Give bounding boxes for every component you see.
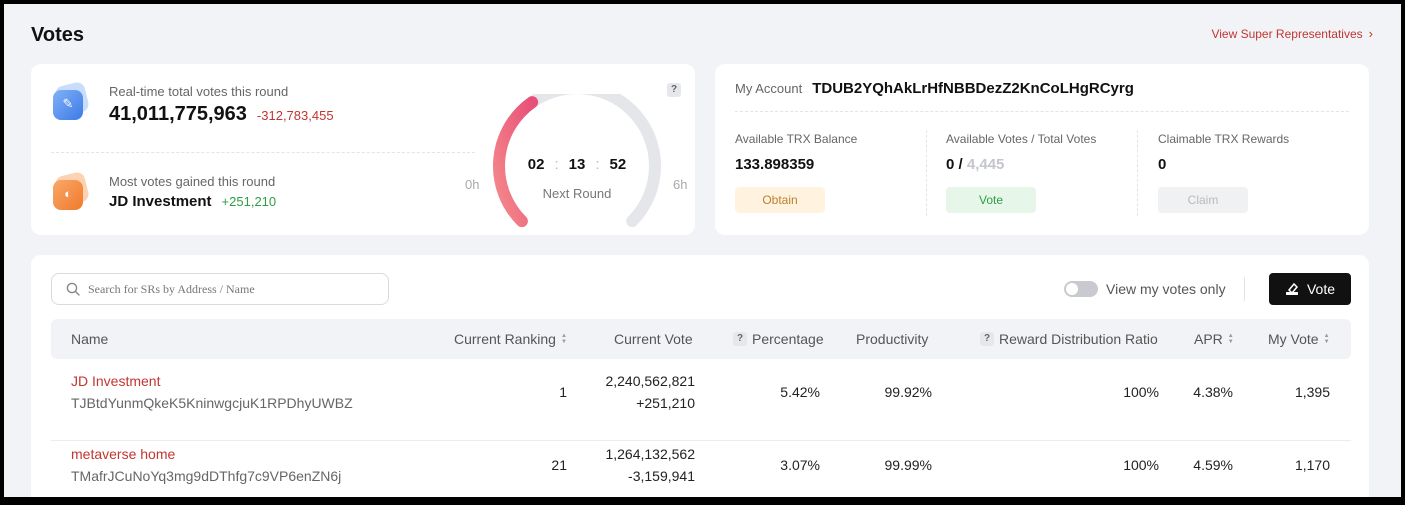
my-votes-toggle[interactable]: View my votes only xyxy=(1064,281,1226,297)
votes-total: 4,445 xyxy=(966,156,1005,173)
gauge-arc xyxy=(493,94,661,228)
countdown-timer: 02 : 13 : 52 xyxy=(527,156,627,173)
table-row: metaverse home TMafrJCuNoYq3mg9dDThfg7c9… xyxy=(51,442,1351,497)
col-apr[interactable]: APR ▲ ▼ xyxy=(1194,331,1234,347)
account-card: My Account TDUB2YQhAkLrHfNBBDezZ2KnCoLHg… xyxy=(715,64,1369,235)
sort-icon: ▲ ▼ xyxy=(1227,333,1234,345)
sr-address: TMafrJCuNoYq3mg9dDThfg7c9VP6enZN6j xyxy=(71,468,342,484)
account-address: TDUB2YQhAkLrHfNBBDezZ2KnCoLHgRCyrg xyxy=(812,80,1134,97)
my-vote-cell: 1,170 xyxy=(1294,457,1330,473)
col-ranking-label: Current Ranking xyxy=(454,331,556,347)
col-apr-label: APR xyxy=(1194,331,1223,347)
col-name: Name xyxy=(71,331,109,347)
col-ratio-label: Reward Distribution Ratio xyxy=(999,331,1158,347)
divider xyxy=(1244,277,1245,301)
claim-button[interactable]: Claim xyxy=(1158,187,1248,213)
apr-cell: 4.59% xyxy=(1193,457,1233,473)
timer-minutes: 13 xyxy=(568,156,586,173)
current-vote-cell: 1,264,132,562 xyxy=(605,446,695,462)
most-votes-sr-name[interactable]: JD Investment xyxy=(109,193,212,210)
chevron-right-icon: › xyxy=(1368,26,1373,41)
total-votes-value: 41,011,775,963 xyxy=(109,103,247,125)
next-round-label: Next Round xyxy=(542,186,612,201)
search-icon xyxy=(66,282,80,296)
gauge-max-label: 6h xyxy=(673,177,688,192)
sr-name-link[interactable]: JD Investment xyxy=(71,373,161,389)
timer-hours: 02 xyxy=(527,156,545,173)
rewards-value: 0 xyxy=(1158,156,1167,173)
col-percentage-label: Percentage xyxy=(752,331,824,347)
sort-icon: ▲ ▼ xyxy=(1323,333,1330,345)
divider xyxy=(51,152,475,153)
col-ranking[interactable]: Current Ranking ▲ ▼ xyxy=(454,331,567,347)
ballot-icon: ✎ xyxy=(51,80,91,122)
sr-table-card: View my votes only Vote Name Current Ran… xyxy=(31,255,1369,497)
help-icon[interactable]: ? xyxy=(733,332,747,346)
percentage-cell: 3.07% xyxy=(780,457,820,473)
percentage-cell: 5.42% xyxy=(780,384,820,400)
timer-seconds: 52 xyxy=(609,156,627,173)
productivity-cell: 99.99% xyxy=(884,457,932,473)
round-stats-card: ✎ Real-time total votes this round 41,01… xyxy=(31,64,695,235)
round-countdown-gauge: 0h 6h 02 : 13 : 52 Next Round xyxy=(465,94,697,234)
obtain-button[interactable]: Obtain xyxy=(735,187,825,213)
divider xyxy=(1137,130,1138,216)
vote-button[interactable]: Vote xyxy=(946,187,1036,213)
my-account-label: My Account xyxy=(735,81,803,96)
my-vote-cell: 1,395 xyxy=(1294,384,1330,400)
divider xyxy=(735,111,1349,112)
col-percentage: ? Percentage xyxy=(733,331,824,347)
votes-available: 0 / xyxy=(946,156,963,173)
search-box[interactable] xyxy=(51,273,389,305)
ranking-cell: 21 xyxy=(551,457,567,473)
ratio-cell: 100% xyxy=(1123,384,1159,400)
help-icon[interactable]: ? xyxy=(980,332,994,346)
balance-label: Available TRX Balance xyxy=(735,132,858,146)
view-super-representatives-link[interactable]: View Super Representatives › xyxy=(1211,26,1373,41)
sr-name-link[interactable]: metaverse home xyxy=(71,446,176,462)
vote-main-button-label: Vote xyxy=(1306,281,1336,297)
productivity-cell: 99.92% xyxy=(884,384,932,400)
rewards-section: Claimable TRX Rewards 0 Claim xyxy=(1158,132,1358,213)
col-vote: Current Vote xyxy=(614,331,693,347)
votes-value: 0 / 4,445 xyxy=(946,156,1146,173)
most-votes-stat: ◐ Most votes gained this round JD Invest… xyxy=(51,170,277,212)
search-input[interactable] xyxy=(88,281,368,297)
current-vote-cell: 2,240,562,821 xyxy=(605,373,695,389)
col-productivity: Productivity xyxy=(856,331,929,347)
sr-address: TJBtdYunmQkeK5KninwgcjuK1RPDhyUWBZ xyxy=(71,395,353,411)
votes-section: Available Votes / Total Votes 0 / 4,445 … xyxy=(946,132,1146,213)
balance-section: Available TRX Balance 133.898359 Obtain xyxy=(735,132,935,213)
vote-main-button[interactable]: Vote xyxy=(1269,273,1351,305)
col-myvote[interactable]: My Vote ▲ ▼ xyxy=(1268,331,1330,347)
col-ratio: ? Reward Distribution Ratio xyxy=(980,331,1158,347)
ranking-cell: 1 xyxy=(559,384,567,400)
page-title: Votes xyxy=(31,24,84,46)
gauge-min-label: 0h xyxy=(465,177,480,192)
apr-cell: 4.38% xyxy=(1193,384,1233,400)
most-votes-delta: +251,210 xyxy=(221,194,277,209)
votes-page: Votes View Super Representatives › ✎ Rea… xyxy=(4,4,1401,497)
table-header: Name Current Ranking ▲ ▼ Current Vote ? P… xyxy=(51,319,1351,359)
toggle-label: View my votes only xyxy=(1106,281,1226,297)
trophy-card-icon: ◐ xyxy=(51,170,91,212)
total-votes-label: Real-time total votes this round xyxy=(109,84,289,99)
most-votes-label: Most votes gained this round xyxy=(109,174,276,189)
balance-value: 133.898359 xyxy=(735,156,815,173)
col-myvote-label: My Vote xyxy=(1268,331,1319,347)
ratio-cell: 100% xyxy=(1123,457,1159,473)
table-row: JD Investment TJBtdYunmQkeK5KninwgcjuK1R… xyxy=(51,369,1351,441)
vote-icon xyxy=(1285,282,1298,295)
total-votes-delta: -312,783,455 xyxy=(256,108,334,123)
link-label: View Super Representatives xyxy=(1211,26,1363,41)
vote-delta: -3,159,941 xyxy=(628,468,695,484)
vote-delta: +251,210 xyxy=(636,395,695,411)
help-icon[interactable]: ? xyxy=(667,83,681,97)
toggle-switch[interactable] xyxy=(1064,281,1098,297)
votes-label: Available Votes / Total Votes xyxy=(946,132,1097,146)
divider xyxy=(926,130,927,216)
total-votes-stat: ✎ Real-time total votes this round 41,01… xyxy=(51,80,334,126)
rewards-label: Claimable TRX Rewards xyxy=(1158,132,1290,146)
sort-icon: ▲ ▼ xyxy=(560,333,567,345)
